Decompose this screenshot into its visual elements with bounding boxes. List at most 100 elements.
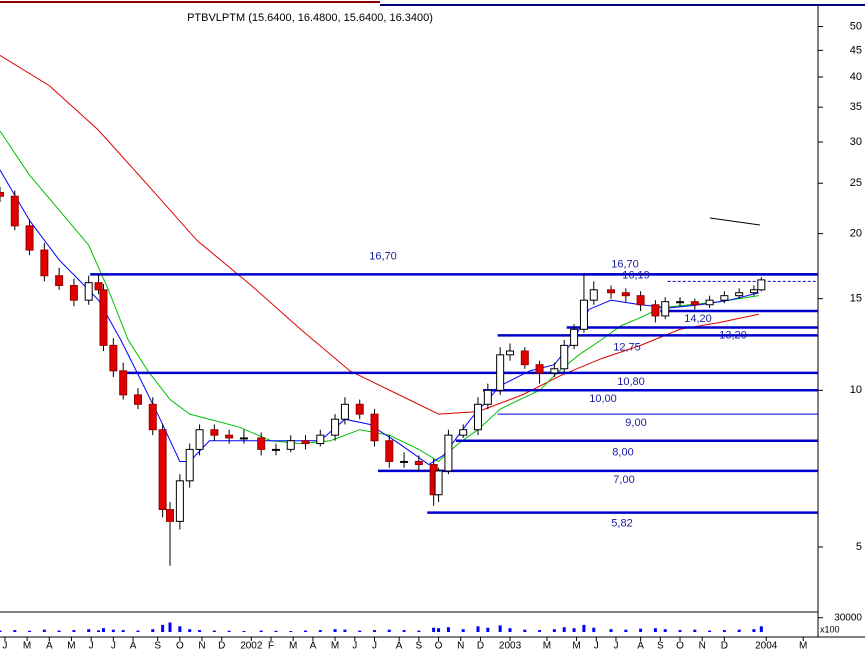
volume-bar: [97, 630, 101, 632]
volume-bar: [111, 629, 115, 632]
candle-body: [757, 279, 766, 291]
volume-bar: [538, 630, 542, 632]
x-tick-label: N: [198, 641, 205, 652]
candle-body: [148, 403, 157, 431]
candle-body: [10, 195, 19, 227]
x-tick-label: D: [721, 641, 728, 652]
candle-body: [535, 364, 544, 374]
candle-body: [316, 434, 325, 445]
x-tick-label: D: [218, 641, 225, 652]
y-tick-label: 30: [850, 136, 862, 148]
x-tick-label: O: [176, 641, 184, 652]
volume-bar: [121, 630, 125, 632]
volume-bar: [198, 630, 202, 632]
y-tick-label: 40: [850, 71, 862, 83]
candle-body: [459, 429, 468, 436]
y-tick-label: 25: [850, 177, 862, 189]
volume-bar: [168, 622, 172, 632]
volume-bar: [101, 628, 105, 632]
moving-average: [0, 169, 759, 466]
x-tick-label: N: [457, 641, 464, 652]
x-tick-label: J: [89, 641, 94, 652]
candle-body: [506, 350, 515, 356]
chart-title: PTBVLPTM (15.6400, 16.4800, 15.6400, 16.…: [187, 12, 433, 24]
volume-bar: [72, 630, 76, 632]
level-label: 9,00: [625, 417, 646, 429]
candle-body: [119, 370, 128, 396]
candle-body: [370, 413, 379, 442]
volume-bar: [437, 628, 441, 632]
candle-body: [749, 289, 758, 294]
volume-bar: [752, 629, 756, 632]
x-tick-label: M: [543, 641, 551, 652]
x-tick-label: M: [331, 641, 339, 652]
volume-bar: [446, 627, 450, 632]
candle-body: [661, 301, 670, 317]
level-label: 7,00: [613, 474, 634, 486]
volume-bar: [582, 624, 586, 632]
volume-bar: [663, 629, 667, 632]
volume-bar: [212, 630, 216, 632]
candle-body: [40, 249, 49, 277]
volume-bar: [639, 628, 643, 632]
volume-bar: [653, 628, 657, 632]
volume-bar: [737, 629, 741, 632]
x-tick-label: M: [67, 641, 75, 652]
volume-bar: [242, 631, 246, 632]
x-tick-label: M: [799, 641, 807, 652]
candle-body: [400, 460, 409, 463]
candle-body: [239, 437, 248, 440]
candle-body: [385, 440, 394, 462]
level-label: 16,70: [369, 250, 397, 262]
volume-bar: [402, 630, 406, 632]
level-label: 10,80: [617, 376, 645, 388]
moving-average: [0, 55, 759, 415]
candle-body: [570, 328, 579, 346]
volume-bar: [678, 630, 682, 632]
level-label: 5,82: [611, 518, 632, 530]
volume-bar: [552, 629, 556, 632]
candle-body: [109, 344, 118, 372]
volume-bar: [259, 630, 263, 632]
candle-body: [94, 282, 103, 291]
candle-body: [340, 403, 349, 420]
volume-bar: [417, 630, 421, 632]
volume-tick-label: 30000: [834, 612, 862, 623]
volume-bar: [693, 629, 697, 632]
x-tick-label: A: [130, 641, 137, 652]
candle-body: [257, 437, 266, 450]
volume-bar: [304, 630, 308, 632]
y-tick-label: 50: [850, 20, 862, 32]
x-tick-label: M: [23, 641, 31, 652]
candle-body: [69, 284, 78, 301]
volume-bar: [151, 629, 155, 632]
candle-body: [158, 429, 167, 511]
volume-bar: [387, 629, 391, 632]
volume-bar: [609, 629, 613, 632]
x-tick-label: J: [111, 641, 116, 652]
volume-bar: [592, 627, 596, 632]
x-tick-label: J: [372, 641, 377, 652]
volume-bar: [274, 630, 278, 632]
x-tick-label: O: [676, 641, 684, 652]
volume-unit: x100: [820, 624, 840, 634]
x-tick-label: A: [396, 641, 403, 652]
x-tick-label: D: [477, 641, 484, 652]
volume-bar: [178, 626, 182, 632]
volume-bar: [486, 627, 490, 632]
x-tick-label: S: [416, 641, 423, 652]
candle-body: [607, 289, 616, 294]
level-label: 16,70: [611, 258, 639, 270]
volume-bar: [432, 627, 436, 632]
candle-body: [676, 301, 685, 304]
volume-bar: [523, 629, 527, 632]
x-tick-label: A: [310, 641, 317, 652]
candle-body: [175, 480, 184, 522]
level-label: 16,19: [622, 269, 650, 281]
volume-bar: [227, 630, 231, 632]
candle-body: [720, 295, 729, 301]
y-tick-label: 35: [850, 101, 862, 113]
candle-body: [195, 429, 204, 450]
candle-body: [651, 304, 660, 317]
candle-body: [690, 301, 699, 306]
